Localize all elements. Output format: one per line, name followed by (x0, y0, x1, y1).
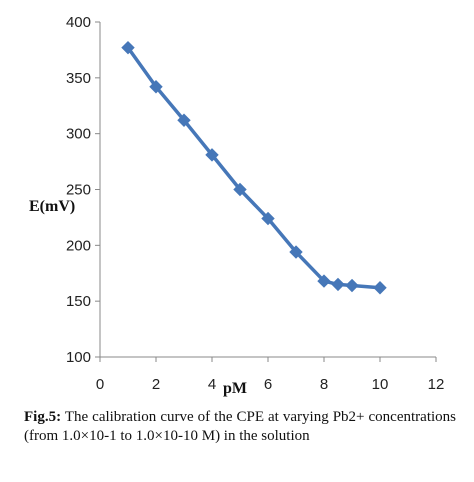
y-tick-label: 400 (66, 14, 91, 31)
y-tick-label: 200 (66, 237, 91, 254)
x-tick-label: 6 (264, 376, 272, 393)
data-point-marker (177, 113, 191, 127)
axes (99, 22, 436, 358)
data-point-marker (149, 80, 163, 94)
y-tick-label: 350 (66, 70, 91, 87)
data-point-marker (261, 211, 275, 226)
series-group (121, 40, 387, 295)
x-tick-label: 2 (152, 376, 160, 393)
figure-caption: Fig.5: The calibration curve of the CPE … (24, 408, 456, 446)
y-axis-label: E(mV) (29, 198, 75, 215)
data-point-marker (121, 40, 135, 55)
x-tick-label: 10 (372, 376, 389, 393)
caption-text: The calibration curve of the CPE at vary… (24, 409, 456, 444)
data-point-marker (317, 274, 331, 288)
x-tick-label: 0 (96, 376, 104, 393)
caption-label: Fig.5: (24, 409, 62, 425)
data-point-marker (205, 148, 219, 162)
data-point-marker (345, 278, 359, 293)
data-point-marker (373, 281, 387, 295)
y-tick-label: 250 (66, 182, 91, 199)
y-tick-label: 300 (66, 126, 91, 143)
x-tick-label: 12 (428, 376, 445, 393)
data-point-marker (233, 182, 247, 197)
y-tick-label: 150 (66, 293, 91, 310)
data-point-marker (289, 245, 303, 259)
series-line (126, 46, 381, 290)
x-tick-label: 8 (320, 376, 328, 393)
x-ticks: 0 2 4 6 8 10 12 (96, 357, 445, 393)
x-axis-label: pM (223, 380, 247, 397)
data-point-marker (331, 277, 345, 292)
y-ticks: 100 150 200 250 300 350 400 (66, 14, 100, 366)
x-tick-label: 4 (208, 376, 216, 393)
y-tick-label: 100 (66, 349, 91, 366)
calibration-chart: 100 150 200 250 300 350 400 0 2 4 6 8 10 12 E(mV) pM (29, 14, 445, 397)
